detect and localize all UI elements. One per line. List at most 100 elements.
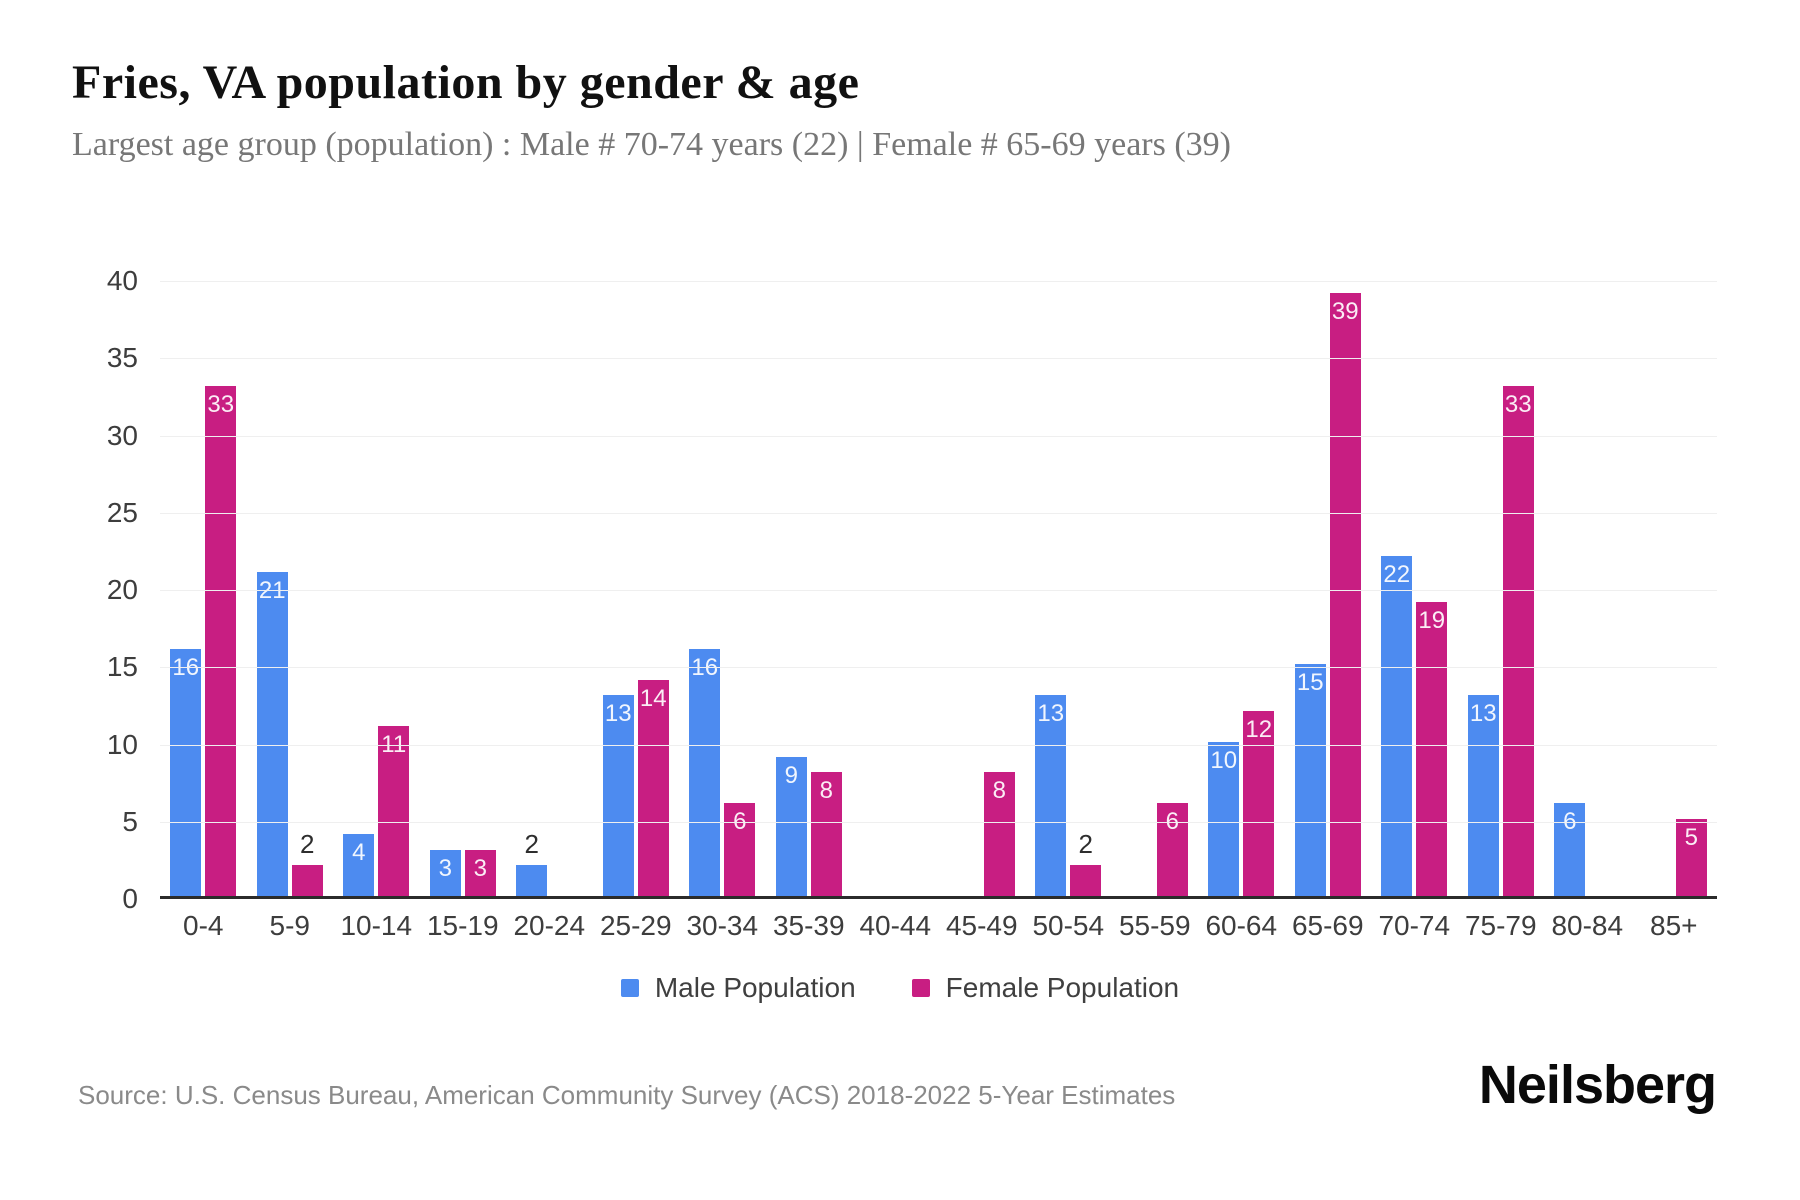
gridline-y-40 bbox=[160, 281, 1717, 282]
age-group-column-25-29: 13 14 25-29 bbox=[593, 281, 680, 941]
legend-item-male[interactable]: Male Population bbox=[620, 972, 856, 1004]
x-axis-label-30-34: 30-34 bbox=[686, 910, 759, 941]
y-axis-tick-30: 30 bbox=[106, 419, 138, 451]
bar-female-65-69[interactable]: 39 bbox=[1329, 293, 1361, 896]
bar-value-label: 13 bbox=[1037, 700, 1065, 728]
gridline-y-20 bbox=[160, 590, 1717, 591]
bar-male-65-69[interactable]: 15 bbox=[1294, 664, 1326, 896]
neilsberg-logo: Neilsberg bbox=[1478, 1055, 1717, 1115]
age-group-column-85+: 5 85+ bbox=[1631, 281, 1718, 941]
bar-pair: 16 33 bbox=[170, 386, 237, 896]
gridline-y-5 bbox=[160, 821, 1717, 823]
bar-pair: 4 11 bbox=[343, 726, 410, 896]
bar-female-75-79[interactable]: 33 bbox=[1502, 386, 1534, 896]
bar-value-label: 10 bbox=[1210, 746, 1238, 774]
bar-value-label: 5 bbox=[1684, 823, 1698, 851]
bar-value-label: 22 bbox=[1383, 561, 1411, 589]
age-group-column-10-14: 4 11 10-14 bbox=[333, 281, 420, 941]
bar-female-50-54[interactable]: 2 bbox=[1070, 831, 1102, 896]
x-axis-label-85+: 85+ bbox=[1650, 910, 1698, 941]
bar-pair: 15 39 bbox=[1294, 293, 1361, 896]
bar-male-10-14[interactable]: 4 bbox=[343, 834, 375, 896]
bar-value-label: 3 bbox=[473, 854, 487, 882]
age-group-column-20-24: 2 20-24 bbox=[506, 281, 593, 941]
bar-female-5-9[interactable]: 2 bbox=[291, 831, 323, 896]
age-group-column-40-44: 40-44 bbox=[852, 281, 939, 941]
bar-value-label: 2 bbox=[300, 829, 315, 860]
x-axis-label-5-9: 5-9 bbox=[269, 910, 310, 941]
gridline-y-15 bbox=[160, 667, 1717, 669]
bar-value-label: 13 bbox=[604, 700, 632, 728]
x-axis-label-20-24: 20-24 bbox=[513, 910, 586, 941]
bar-female-30-34[interactable]: 6 bbox=[724, 803, 756, 896]
age-group-column-75-79: 13 33 75-79 bbox=[1458, 281, 1545, 941]
bar-pair: 5 bbox=[1641, 818, 1707, 896]
x-axis-label-70-74: 70-74 bbox=[1378, 910, 1451, 941]
bar-male-20-24[interactable]: 2 bbox=[516, 831, 548, 896]
bar-female-70-74[interactable]: 19 bbox=[1416, 602, 1448, 896]
bar-female-85+[interactable]: 5 bbox=[1675, 818, 1707, 896]
bar-male-15-19[interactable]: 3 bbox=[429, 849, 461, 896]
bar-pair: 6 bbox=[1122, 803, 1188, 896]
bar-male-80-84[interactable]: 6 bbox=[1554, 803, 1586, 896]
bar-male-60-64[interactable]: 10 bbox=[1208, 741, 1240, 896]
x-axis-label-80-84: 80-84 bbox=[1551, 910, 1624, 941]
age-group-column-0-4: 16 33 0-4 bbox=[160, 281, 247, 941]
age-group-column-5-9: 21 2 5-9 bbox=[247, 281, 334, 941]
bar-columns: 16 33 0-4 21 2 5-9 4 11 10-14 3 3 15-19 2 20-24 13 14 25… bbox=[160, 281, 1718, 941]
legend-label-female: Female Population bbox=[945, 972, 1180, 1003]
bar-male-70-74[interactable]: 22 bbox=[1381, 556, 1413, 896]
bar-value-label: 14 bbox=[639, 684, 667, 712]
x-axis-label-65-69: 65-69 bbox=[1291, 910, 1364, 941]
legend-item-female[interactable]: Female Population bbox=[911, 972, 1180, 1004]
bar-male-50-54[interactable]: 13 bbox=[1035, 695, 1067, 896]
y-axis-tick-40: 40 bbox=[106, 265, 138, 296]
x-axis-label-15-19: 15-19 bbox=[426, 910, 499, 941]
bar-male-25-29[interactable]: 13 bbox=[602, 695, 634, 896]
bar-male-75-79[interactable]: 13 bbox=[1467, 695, 1499, 896]
bar-female-15-19[interactable]: 3 bbox=[464, 849, 496, 896]
y-axis-tick-35: 35 bbox=[106, 342, 138, 374]
y-axis-tick-25: 25 bbox=[106, 496, 138, 528]
bar-value-label: 15 bbox=[1296, 669, 1324, 697]
bar-male-35-39[interactable]: 9 bbox=[775, 756, 807, 896]
legend-swatch-male bbox=[620, 979, 639, 997]
y-axis-tick-20: 20 bbox=[106, 574, 138, 605]
y-axis-tick-5: 5 bbox=[122, 805, 138, 837]
bar-pair: 21 2 bbox=[256, 571, 323, 896]
age-group-column-80-84: 6 80-84 bbox=[1544, 281, 1631, 941]
x-axis-label-50-54: 50-54 bbox=[1032, 910, 1105, 941]
page-subtitle: Largest age group (population) : Male # … bbox=[72, 126, 1232, 163]
bar-male-30-34[interactable]: 16 bbox=[689, 648, 721, 896]
age-group-column-60-64: 10 12 60-64 bbox=[1198, 281, 1285, 941]
bar-pair: 13 2 bbox=[1035, 695, 1102, 896]
age-group-column-15-19: 3 3 15-19 bbox=[420, 281, 507, 941]
age-group-column-50-54: 13 2 50-54 bbox=[1025, 281, 1112, 941]
age-group-column-45-49: 8 45-49 bbox=[939, 281, 1026, 941]
bar-value-label: 9 bbox=[784, 761, 798, 789]
bar-chart-plot-area: 16 33 0-4 21 2 5-9 4 11 10-14 3 3 15-19 2 20-24 13 14 25… bbox=[107, 267, 1718, 941]
x-axis-label-0-4: 0-4 bbox=[183, 910, 224, 941]
bar-pair: 13 14 bbox=[602, 679, 669, 896]
bar-female-60-64[interactable]: 12 bbox=[1243, 710, 1275, 896]
bar-female-10-14[interactable]: 11 bbox=[378, 726, 410, 896]
bar-value-label: 4 bbox=[352, 839, 366, 867]
bar-male-5-9[interactable]: 21 bbox=[256, 571, 288, 896]
bar-female-55-59[interactable]: 6 bbox=[1156, 803, 1188, 896]
bar-female-45-49[interactable]: 8 bbox=[983, 772, 1015, 896]
bar-female-35-39[interactable]: 8 bbox=[810, 772, 842, 896]
bar-female-25-29[interactable]: 14 bbox=[637, 679, 669, 896]
bar-value-label: 19 bbox=[1418, 607, 1446, 635]
y-axis-tick-10: 10 bbox=[106, 728, 138, 760]
x-axis-label-25-29: 25-29 bbox=[599, 910, 672, 941]
source-note: Source: U.S. Census Bureau, American Com… bbox=[78, 1080, 1176, 1110]
x-axis-label-75-79: 75-79 bbox=[1464, 910, 1537, 941]
bar-female-0-4[interactable]: 33 bbox=[205, 386, 237, 896]
bar-pair: 2 bbox=[516, 831, 582, 896]
x-axis-label-55-59: 55-59 bbox=[1118, 910, 1191, 941]
bar-value-label: 12 bbox=[1245, 715, 1273, 743]
age-group-column-65-69: 15 39 65-69 bbox=[1285, 281, 1372, 941]
bar-male-0-4[interactable]: 16 bbox=[170, 648, 202, 896]
age-group-column-70-74: 22 19 70-74 bbox=[1371, 281, 1458, 941]
